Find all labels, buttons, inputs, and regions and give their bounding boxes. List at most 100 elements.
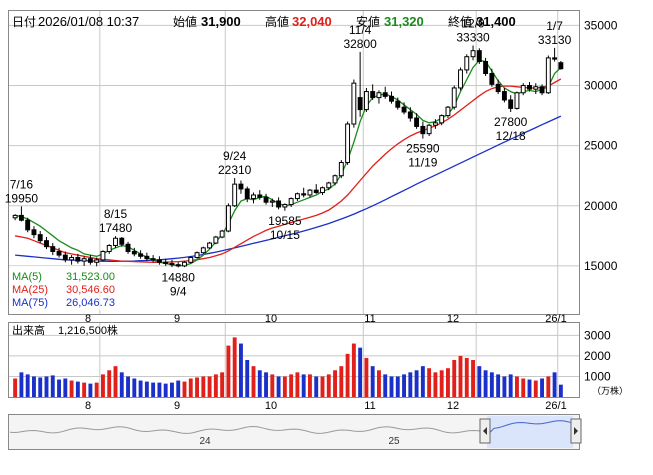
- candle: [382, 86, 388, 99]
- annotation-date: 7/16: [10, 177, 34, 191]
- candle: [489, 68, 495, 87]
- volume-bar: [270, 374, 275, 397]
- candle: [113, 236, 118, 248]
- volume-bar: [257, 370, 262, 397]
- price-tick-label: 30000: [584, 79, 618, 93]
- annotation-value: 19950: [5, 191, 39, 205]
- volume-bar: [295, 372, 300, 397]
- candle: [50, 243, 56, 256]
- volume-bar: [483, 370, 488, 397]
- open-label: 始値: [173, 14, 197, 29]
- navigator-left-handle[interactable]: [479, 418, 491, 444]
- legend-ma5-value: 31,523.00: [66, 271, 115, 283]
- volume-bar: [50, 375, 55, 397]
- annotation-value: 17480: [99, 221, 133, 235]
- volume-bar: [107, 370, 112, 397]
- candle: [445, 105, 451, 119]
- volume-value: 1,216,500株: [58, 323, 118, 337]
- candle: [345, 121, 351, 165]
- navigator-selection[interactable]: [487, 416, 573, 448]
- volume-bar: [408, 372, 413, 397]
- candle: [276, 197, 282, 210]
- candle: [332, 174, 338, 186]
- volume-bar: [351, 343, 356, 397]
- volume-bar: [264, 372, 268, 397]
- date-label: 日付: [12, 15, 36, 29]
- candle: [251, 192, 256, 204]
- volume-bar: [433, 372, 438, 397]
- volume-bar: [19, 372, 24, 397]
- annotation-value: 27800: [494, 115, 528, 129]
- volume-bar: [176, 380, 181, 397]
- candle: [282, 203, 288, 211]
- navigator-right-handle[interactable]: [570, 418, 582, 444]
- annotation-date: 9/4: [170, 284, 187, 298]
- candle: [439, 114, 445, 126]
- ma25-line: [14, 78, 562, 263]
- volume-bar: [515, 376, 519, 397]
- volume-bar: [163, 383, 168, 397]
- annotation-value: 32800: [343, 37, 377, 51]
- candle: [62, 251, 68, 263]
- x-tick-label-volume: 9: [174, 400, 180, 412]
- x-tick-label-volume: 12: [447, 400, 459, 412]
- volume-bar: [464, 357, 469, 397]
- volume-bar: [301, 374, 306, 397]
- low-value: 31,320: [384, 14, 424, 29]
- price-tick-label: 35000: [584, 18, 618, 32]
- candle: [495, 79, 501, 94]
- volume-bar: [370, 366, 375, 397]
- candle: [75, 253, 81, 264]
- candle: [87, 255, 93, 265]
- candle: [106, 244, 112, 254]
- x-tick-label: 26/1: [545, 313, 566, 325]
- candle: [552, 47, 558, 62]
- header-info: 日付 2026/01/08 10:37 始値 31,900 高値 32,040 …: [12, 14, 516, 29]
- volume-bar: [44, 376, 49, 397]
- volume-bar: [326, 374, 331, 397]
- volume-bar: [151, 382, 156, 397]
- candle: [12, 214, 18, 221]
- candle: [527, 81, 532, 92]
- x-tick-label: 12: [447, 313, 459, 325]
- ma75-line: [15, 115, 562, 262]
- candles: [12, 45, 564, 268]
- candle: [257, 190, 263, 200]
- volume-bar: [402, 374, 406, 397]
- volume-bar: [427, 368, 432, 397]
- volume-bar: [126, 376, 130, 397]
- navigator[interactable]: 24 25: [9, 416, 582, 448]
- moving-averages: [14, 59, 562, 267]
- candle: [225, 203, 231, 233]
- annotation-value: 25590: [406, 142, 440, 156]
- volume-bar: [32, 376, 36, 397]
- volume-bar: [201, 376, 206, 397]
- volume-bar: [533, 380, 538, 397]
- candle: [539, 84, 545, 96]
- candle: [426, 124, 432, 137]
- legend-ma75-value: 26,046.73: [66, 297, 115, 309]
- candle: [44, 237, 49, 250]
- open-value: 31,900: [201, 14, 241, 29]
- volume-bar: [471, 360, 475, 397]
- volume-bar: [13, 378, 18, 397]
- volume-bar: [101, 374, 105, 397]
- x-tick-label: 11: [364, 313, 375, 325]
- volume-bar: [245, 360, 250, 397]
- volume-bar: [232, 337, 237, 397]
- volume-label: 出来高: [12, 323, 45, 337]
- volume-bar: [82, 382, 87, 397]
- candle: [363, 87, 369, 112]
- annotation-date: 9/24: [223, 149, 247, 163]
- volume-bar: [496, 374, 501, 397]
- volume-bar: [446, 368, 450, 397]
- volume-bar: [333, 370, 337, 397]
- annotation-date: 12/9: [461, 17, 485, 31]
- volume-bar: [358, 347, 363, 397]
- navigator-label-24: 24: [199, 436, 211, 447]
- ma5-line: [14, 59, 562, 267]
- candle: [69, 255, 75, 265]
- x-tick-label: 8: [85, 313, 91, 325]
- candle: [545, 55, 551, 94]
